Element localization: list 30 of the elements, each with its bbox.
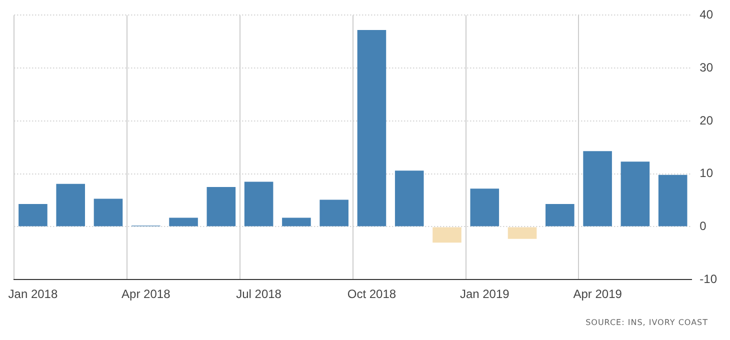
bar <box>394 170 424 226</box>
bar <box>18 204 48 226</box>
bar <box>508 227 537 239</box>
bar <box>658 174 688 226</box>
bar <box>94 198 123 226</box>
bar <box>470 188 500 226</box>
bar <box>432 227 462 243</box>
bar <box>546 204 574 226</box>
y-tick-label: 30 <box>700 60 714 74</box>
y-tick-label: 10 <box>700 166 714 180</box>
x-tick-label: Apr 2018 <box>122 287 171 302</box>
bar <box>169 218 198 226</box>
x-tick-label: Jan 2019 <box>460 287 510 302</box>
x-tick-label: Jan 2018 <box>8 287 58 302</box>
bar <box>206 187 236 226</box>
bar <box>320 200 348 226</box>
y-tick-label: -10 <box>700 272 718 286</box>
y-tick-label: 20 <box>700 113 714 128</box>
source-note: SOURCE: INS, IVORY COAST <box>586 318 708 327</box>
bar <box>357 30 386 226</box>
bar <box>620 162 650 226</box>
y-tick-label: 0 <box>700 219 707 234</box>
bar <box>56 184 86 226</box>
bar <box>282 218 311 226</box>
y-tick-label: 40 <box>700 8 714 22</box>
x-tick-label: Oct 2018 <box>347 287 396 302</box>
x-tick-label: Apr 2019 <box>573 287 622 302</box>
x-tick-label: Jul 2018 <box>236 287 282 302</box>
bar <box>244 182 274 226</box>
bar <box>583 151 612 226</box>
